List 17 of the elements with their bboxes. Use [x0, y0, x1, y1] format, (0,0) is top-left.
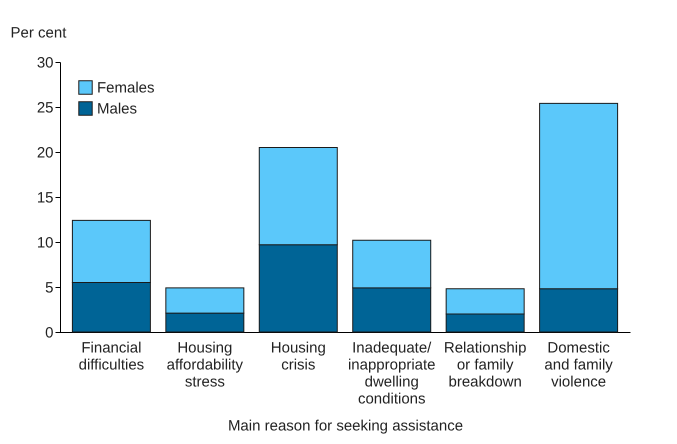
x-tick-label: Housing affordability stress — [166, 340, 244, 390]
x-tick-label: Housing crisis — [270, 340, 326, 374]
x-axis-title: Main reason for seeking assistance — [228, 418, 464, 434]
x-tick-label: Relationship or family breakdown — [444, 340, 526, 390]
x-tick-label: Domestic and family violence — [544, 340, 614, 390]
y-tick-label: 15 — [36, 190, 54, 206]
y-tick-label: 25 — [36, 100, 54, 116]
y-tick-label: 20 — [36, 144, 54, 162]
y-tick-label: 10 — [36, 234, 54, 252]
x-tick-label: Financial difficulties — [78, 340, 144, 374]
y-tick-label: 5 — [45, 280, 54, 296]
legend-label: Females — [97, 80, 155, 96]
y-axis-title: Per cent — [10, 24, 68, 42]
y-tick-label: 30 — [36, 54, 54, 72]
y-tick-label: 0 — [45, 324, 54, 342]
legend-label: Males — [97, 100, 138, 118]
x-tick-label: Inadequate/ inappropriate dwelling conditions — [348, 340, 436, 408]
